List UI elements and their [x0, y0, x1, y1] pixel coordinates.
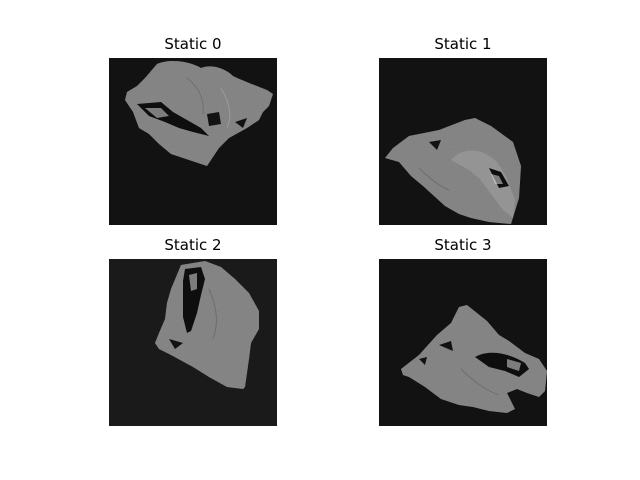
- tissue-image-static-2: [109, 259, 277, 426]
- panel-title: Static 2: [164, 236, 222, 254]
- tissue-image-static-3: [379, 259, 547, 426]
- panel-title: Static 0: [164, 35, 222, 53]
- tissue-image-static-1: [379, 58, 547, 225]
- panel-title: Static 1: [434, 35, 492, 53]
- tissue-image-static-0: [109, 58, 277, 225]
- panel-title: Static 3: [434, 236, 492, 254]
